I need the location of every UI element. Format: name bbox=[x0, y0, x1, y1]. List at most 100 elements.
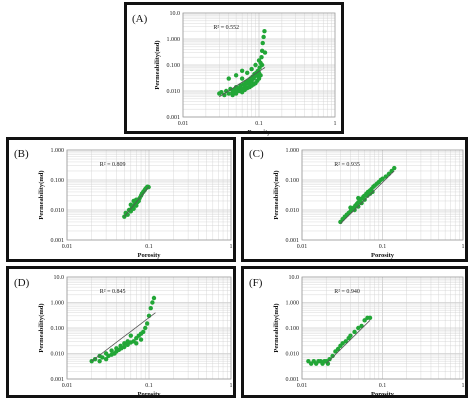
chart-a-y-tick-label: 10.0 bbox=[170, 11, 181, 17]
chart-c-panel-label: (C) bbox=[249, 148, 264, 160]
chart-d-data-point bbox=[125, 339, 130, 344]
chart-d-data-point bbox=[150, 300, 155, 305]
chart-f-data-point bbox=[356, 325, 361, 331]
chart-f-data-point bbox=[367, 315, 373, 321]
chart-f-data-point bbox=[327, 356, 332, 362]
chart-a-plot-frame bbox=[182, 12, 336, 118]
chart-b-x-tick-label: 1 bbox=[230, 244, 233, 250]
chart-b-data-point bbox=[131, 206, 136, 211]
chart-a-y-axis-title: Permeability(md) bbox=[154, 40, 161, 89]
panel-d: 0.01 0.1 1 0.001 0.010 0.100 1.000 10.0 Porosity… bbox=[6, 266, 236, 398]
chart-a-x-tick-label: 1 bbox=[334, 121, 337, 127]
chart-c-plot-frame bbox=[301, 149, 464, 241]
chart-d-data-point bbox=[141, 329, 146, 335]
chart-f-y-axis-title: Permeability(md) bbox=[273, 303, 280, 352]
chart-f-data-point bbox=[343, 339, 348, 344]
chart-d-y-tick-label: 1.000 bbox=[51, 301, 65, 307]
chart-c-x-axis-title: Porosity bbox=[371, 252, 395, 259]
chart-a-r-squared: R² = 0.552 bbox=[213, 25, 239, 31]
chart-a-y-tick-label: 0.010 bbox=[167, 89, 181, 95]
chart-f-r-squared: R² = 0.940 bbox=[334, 289, 360, 295]
chart-f: 0.01 0.1 1 0.001 0.010 0.100 1.000 10.0 Porosity… bbox=[249, 275, 465, 398]
chart-d-x-tick-label: 1 bbox=[230, 383, 233, 389]
chart-d-data-point bbox=[144, 321, 150, 326]
chart-a-data-point bbox=[237, 88, 242, 94]
chart-b-trendline bbox=[124, 186, 150, 217]
chart-c-x-tick-label: 0.1 bbox=[379, 244, 387, 250]
chart-f-data-point bbox=[335, 346, 341, 352]
chart-a-data-point bbox=[226, 91, 231, 96]
chart-d-data-point bbox=[122, 341, 127, 346]
chart-b-y-tick-label: 0.010 bbox=[51, 208, 65, 214]
chart-b-r-squared: R² = 0.809 bbox=[100, 162, 126, 168]
chart-f-trendline bbox=[325, 320, 371, 364]
chart-d-y-tick-label: 0.001 bbox=[51, 377, 65, 383]
chart-b-panel-label: (B) bbox=[14, 148, 29, 160]
chart-b: 0.01 0.1 1 0.001 0.010 0.100 1.000 Porosity Perm… bbox=[14, 148, 233, 259]
chart-d-x-tick-label: 0.1 bbox=[145, 383, 153, 389]
chart-a-data-point bbox=[233, 73, 239, 78]
chart-d-plot-frame bbox=[66, 276, 232, 380]
chart-f-data-point bbox=[352, 329, 357, 335]
chart-f-y-tick-label: 0.100 bbox=[286, 326, 300, 332]
panel-f: 0.01 0.1 1 0.001 0.010 0.100 1.000 10.0 Porosity… bbox=[241, 266, 468, 398]
chart-d-x-axis-title: Porosity bbox=[138, 391, 162, 398]
chart-d-data-point bbox=[128, 333, 134, 338]
chart-d-data-point bbox=[122, 344, 127, 350]
chart-f-y-tick-label: 1.000 bbox=[286, 301, 300, 307]
chart-d-data-point bbox=[97, 358, 102, 364]
chart-a-data-point bbox=[239, 68, 245, 73]
chart-f-x-tick-label: 1 bbox=[462, 383, 465, 389]
chart-a: 0.01 0.1 1 0.001 0.010 0.100 1.000 10.0 Porosity… bbox=[132, 11, 337, 136]
chart-d-data-point bbox=[138, 337, 144, 342]
chart-b-x-tick-label: 0.1 bbox=[145, 244, 153, 250]
chart-f-y-tick-label: 0.001 bbox=[286, 377, 300, 383]
chart-d-data-point bbox=[148, 305, 153, 311]
chart-d-data-point bbox=[125, 342, 130, 347]
chart-a-y-tick-label: 0.001 bbox=[167, 115, 181, 121]
chart-a-data-point bbox=[249, 66, 254, 72]
chart-a-y-tick-label: 1.000 bbox=[167, 37, 181, 43]
panel-c: 0.01 0.1 1 0.001 0.010 0.100 1.000 Porosity Perm… bbox=[241, 137, 468, 262]
chart-d-y-tick-label: 0.010 bbox=[51, 352, 65, 358]
chart-d-data-point bbox=[97, 353, 102, 359]
chart-a-data-point bbox=[261, 34, 266, 40]
chart-a-data-point bbox=[239, 76, 245, 81]
chart-a-data-point bbox=[262, 28, 267, 34]
chart-a-data-point bbox=[256, 76, 262, 81]
chart-a-data-point bbox=[219, 89, 224, 95]
chart-d-y-axis-title: Permeability(md) bbox=[38, 303, 45, 352]
chart-b-plot-frame bbox=[66, 149, 232, 241]
chart-b-y-tick-label: 0.100 bbox=[51, 178, 65, 184]
chart-a-data-point bbox=[230, 92, 235, 98]
chart-a-data-point bbox=[258, 73, 263, 78]
chart-a-x-tick-label: 0.1 bbox=[255, 121, 263, 127]
chart-b-y-tick-label: 0.001 bbox=[51, 238, 65, 244]
chart-d-r-squared: R² = 0.845 bbox=[100, 289, 126, 295]
panel-a: 0.01 0.1 1 0.001 0.010 0.100 1.000 10.0 Porosity… bbox=[124, 2, 344, 136]
chart-f-y-tick-label: 10.0 bbox=[289, 275, 300, 281]
chart-d-data-point bbox=[103, 351, 109, 356]
chart-c-r-squared: R² = 0.935 bbox=[334, 162, 360, 168]
chart-a-y-tick-label: 0.100 bbox=[167, 63, 181, 69]
chart-a-data-point bbox=[253, 62, 258, 68]
chart-f-plot-frame bbox=[301, 276, 464, 380]
chart-a-data-point bbox=[245, 70, 250, 76]
chart-c-data-point bbox=[356, 195, 361, 201]
chart-a-data-point bbox=[259, 54, 264, 60]
chart-d-y-tick-label: 10.0 bbox=[54, 275, 65, 281]
chart-c-y-tick-label: 0.010 bbox=[286, 208, 300, 214]
chart-f-data-point bbox=[340, 341, 345, 346]
chart-a-data-point bbox=[256, 58, 262, 63]
chart-c-data-point bbox=[380, 176, 385, 181]
chart-d-trendline bbox=[91, 312, 156, 362]
chart-a-data-point bbox=[233, 91, 239, 96]
chart-a-x-tick-label: 0.01 bbox=[178, 121, 189, 127]
chart-a-x-axis-title: Porosity bbox=[248, 129, 272, 136]
chart-c-trendline bbox=[340, 170, 395, 224]
chart-c-data-point bbox=[392, 165, 397, 171]
chart-d-data-point bbox=[118, 343, 123, 349]
chart-a-data-point bbox=[259, 62, 265, 68]
chart-f-x-axis-title: Porosity bbox=[371, 391, 395, 398]
chart-f-y-tick-label: 0.010 bbox=[286, 352, 300, 358]
